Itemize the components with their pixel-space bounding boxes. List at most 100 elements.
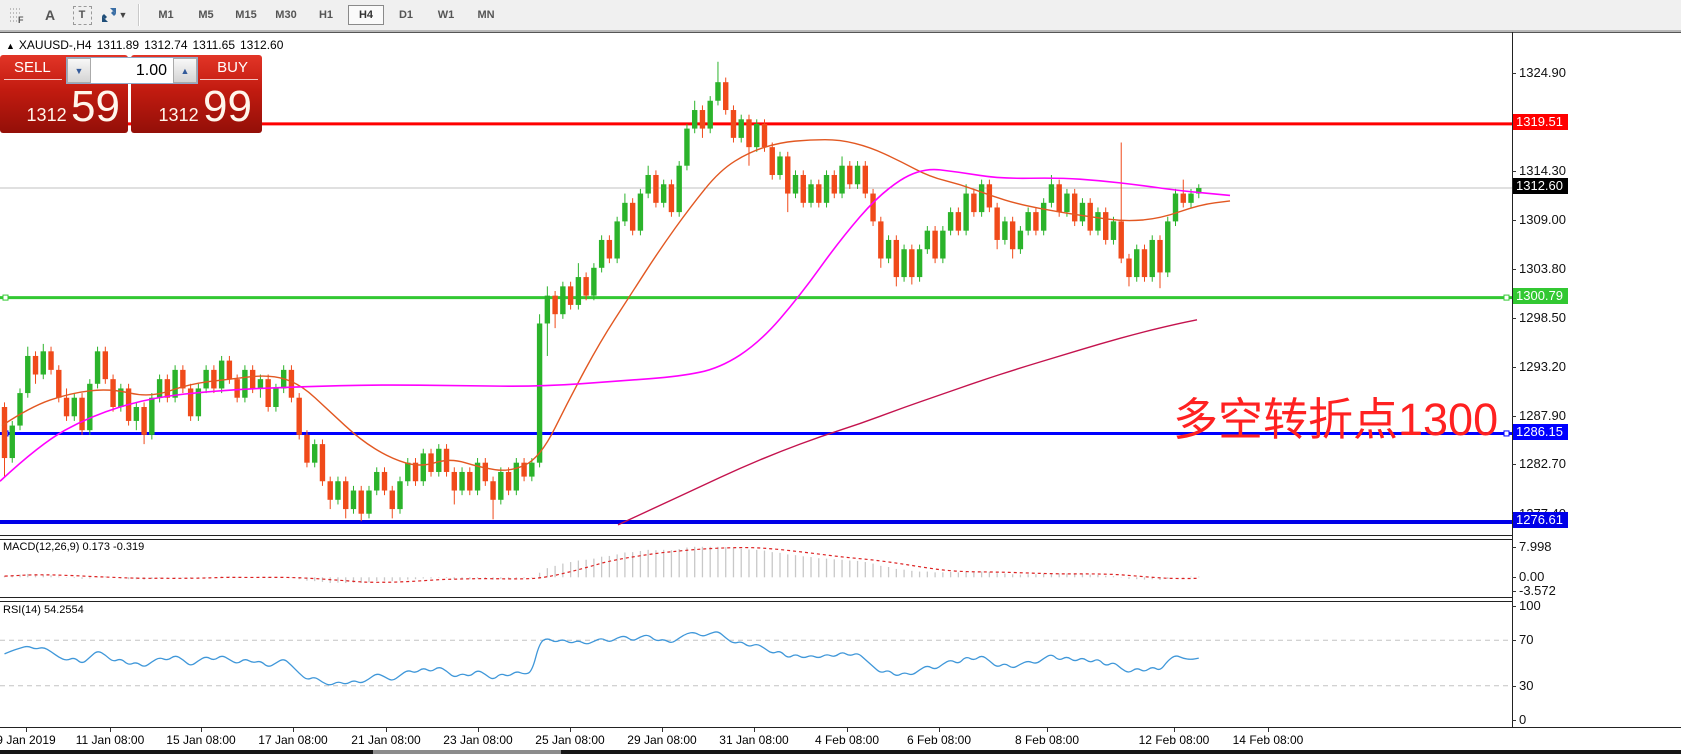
quote-low: 1311.65 (192, 38, 236, 52)
rsi-panel: RSI(14) 54.2554 (0, 601, 1681, 726)
candle-body (1064, 193, 1070, 213)
candle-body (629, 202, 636, 231)
candle-body (963, 193, 969, 231)
candle-body (878, 221, 884, 259)
candle-body (924, 230, 931, 250)
candle-body (723, 82, 729, 111)
text-label-icon[interactable]: A (44, 7, 56, 23)
volume-input[interactable] (91, 58, 173, 83)
candle-body (498, 471, 504, 500)
indicator-list-icon[interactable]: F (4, 3, 32, 27)
volume-decrease-button[interactable]: ▼ (67, 58, 91, 83)
candle-body (591, 267, 597, 296)
candle-body (668, 184, 675, 213)
candle-body (598, 239, 605, 268)
timeframe-button-H1[interactable]: H1 (318, 9, 334, 21)
candle-body (141, 407, 147, 435)
candle-body (552, 295, 558, 315)
timeframe-button-M1[interactable]: M1 (158, 9, 174, 21)
chart-text-annotation[interactable]: 多空转折点1300 (1173, 394, 1499, 445)
timeframe-button-W1[interactable]: W1 (437, 9, 455, 21)
candle-body (847, 165, 853, 185)
quote-open: 1311.89 (96, 38, 140, 52)
candle-body (420, 453, 426, 482)
candle-body (707, 100, 713, 129)
candle-body (940, 230, 946, 259)
line-handle[interactable] (1503, 430, 1510, 437)
candle-body (1033, 212, 1039, 231)
price-axis-line (1512, 32, 1513, 727)
price-badge-1312.60: 1312.60 (1513, 178, 1568, 195)
candle-body (769, 147, 775, 175)
line-handle[interactable] (1503, 294, 1510, 301)
timeframe-button-D1[interactable]: D1 (398, 9, 414, 21)
candle-body (536, 323, 543, 463)
candle-body (1103, 212, 1109, 240)
timeframe-button-M5[interactable]: M5 (198, 9, 214, 21)
timeframe-button-MN[interactable]: MN (477, 9, 495, 21)
candle-body (1040, 202, 1047, 231)
candle-body (986, 184, 993, 208)
scrollbar-thumb[interactable] (373, 750, 561, 754)
timeframe-button-M30[interactable]: M30 (275, 9, 297, 21)
candle-body (474, 462, 481, 491)
collapse-arrow-icon[interactable]: ▲ (6, 41, 15, 51)
candle-body (304, 434, 310, 463)
candle-body (288, 369, 295, 398)
candle-body (978, 184, 985, 213)
volume-increase-button[interactable]: ▲ (173, 58, 197, 83)
candle-body (32, 355, 39, 375)
candle-body (971, 193, 977, 213)
timeframe-button-H4[interactable]: H4 (348, 5, 384, 25)
horizontal-scrollbar[interactable] (0, 750, 1681, 754)
sell-underline (4, 79, 62, 80)
macd-tick-label: 7.998 (1519, 538, 1552, 554)
candle-body (133, 407, 140, 421)
symbol-name: XAUUSD-,H4 (18, 38, 92, 52)
candle-body (715, 82, 721, 101)
candle-body (211, 369, 217, 389)
time-axis: 9 Jan 2019 11 Jan 08:00 15 Jan 08:00 17 Jan… (0, 727, 1681, 751)
candle-body (870, 193, 876, 222)
candle-body (1157, 239, 1163, 273)
candle-body (436, 448, 442, 472)
volume-spinner: ▼ ▲ (66, 57, 198, 84)
candle-body (1048, 184, 1055, 203)
candle-body (79, 397, 85, 431)
candle-body (366, 490, 372, 514)
time-label: 15 Jan 08:00 (166, 733, 236, 747)
candle-body (389, 490, 395, 510)
candle-body (893, 239, 900, 278)
time-tick-mark (26, 728, 27, 732)
candle-body (777, 156, 783, 175)
panel-separator[interactable] (0, 597, 1512, 602)
time-label: 14 Feb 08:00 (1232, 733, 1304, 747)
line-handle[interactable] (2, 294, 9, 301)
candle-body (1126, 258, 1132, 278)
candle-body (234, 379, 240, 398)
toolbar-separator (138, 4, 140, 26)
candlestick-chart (0, 61, 1512, 526)
candle-body (110, 379, 116, 408)
timeframe-button-M15[interactable]: M15 (235, 9, 257, 21)
panel-separator[interactable] (0, 535, 1512, 540)
candle-body (327, 481, 333, 500)
text-box-icon[interactable]: T (68, 3, 96, 27)
candle-body (994, 207, 1000, 240)
candle-body (1002, 221, 1008, 240)
candle-body (676, 165, 682, 213)
time-label: 23 Jan 08:00 (443, 733, 513, 747)
rsi-label: RSI(14) 54.2554 (3, 604, 84, 616)
candle-body (885, 239, 892, 259)
time-tick-mark (570, 728, 571, 732)
arrow-objects-icon[interactable]: ▼ (100, 3, 128, 27)
candle-body (606, 239, 613, 259)
candle-body (691, 110, 698, 129)
candle-body (40, 351, 46, 375)
candle-body (785, 156, 791, 194)
candle-body (343, 481, 349, 510)
candle-body (164, 379, 171, 398)
candle-body (1134, 249, 1140, 278)
candle-body (660, 184, 667, 203)
candle-body (901, 249, 907, 278)
